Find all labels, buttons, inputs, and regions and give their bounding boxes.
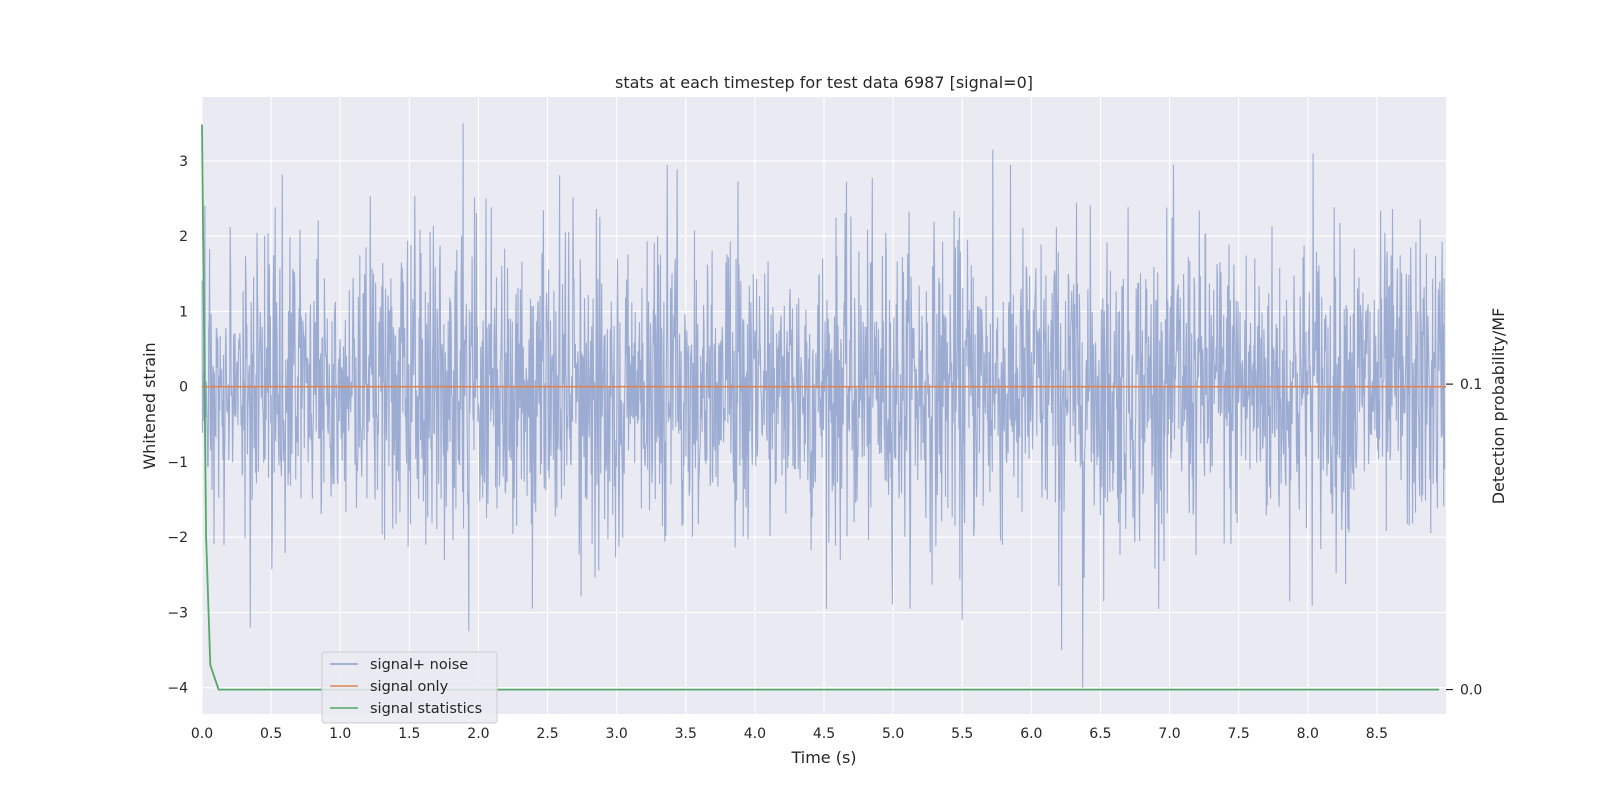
- y-tick-label: 2: [179, 229, 188, 245]
- chart-title: stats at each timestep for test data 698…: [615, 73, 1033, 92]
- right-y-tick-label: 0.0: [1460, 683, 1482, 699]
- legend-box: [321, 651, 498, 724]
- x-tick-label: 8.5: [1366, 726, 1388, 742]
- x-tick-label: 5.0: [882, 726, 904, 742]
- x-tick-label: 6.5: [1089, 726, 1111, 742]
- y-tick-label: 0: [179, 380, 188, 396]
- y-tick-label: −4: [167, 681, 188, 697]
- x-tick-label: 2.0: [467, 726, 489, 742]
- x-tick-label: 7.0: [1158, 726, 1180, 742]
- signal-statistics-line: [201, 124, 1440, 691]
- legend-entry-signal-statistics: signal statistics: [370, 701, 482, 717]
- legend: signal+ noise signal only signal statist…: [321, 651, 498, 724]
- x-tick-label: 4.0: [744, 726, 766, 742]
- x-tick-label: 0.5: [260, 726, 282, 742]
- x-axis-label: Time (s): [790, 748, 856, 767]
- y-axis-label: Whitened strain: [140, 342, 159, 469]
- y-tick-label: 3: [179, 154, 188, 170]
- x-tick-label: 4.5: [813, 726, 835, 742]
- signal-noise-series: [201, 123, 1446, 688]
- x-tick-label: 1.5: [398, 726, 420, 742]
- right-y-axis-label: Detection probability/MF: [1489, 308, 1508, 505]
- x-tick-label: 7.5: [1228, 726, 1250, 742]
- x-tick-label: 8.0: [1297, 726, 1319, 742]
- x-tick-label: 2.5: [536, 726, 558, 742]
- signal-statistics-series: [201, 124, 1440, 691]
- x-tick-label: 6.0: [1020, 726, 1042, 742]
- x-tick-label: 0.0: [191, 726, 213, 742]
- y-tick-label: −1: [167, 455, 188, 471]
- y-tick-label: −2: [167, 530, 188, 546]
- right-y-axis-ticks: 0.1 0.0: [1446, 377, 1482, 699]
- x-tick-label: 3.0: [606, 726, 628, 742]
- x-tick-label: 3.5: [675, 726, 697, 742]
- signal-noise-line: [201, 123, 1446, 688]
- x-tick-label: 5.5: [951, 726, 973, 742]
- right-y-tick-label: 0.1: [1460, 377, 1482, 393]
- y-tick-label: −3: [167, 605, 188, 621]
- y-axis-ticks: 3 2 1 0 −1 −2 −3 −4: [167, 154, 188, 697]
- x-axis-ticks: 0.0 0.5 1.0 1.5 2.0 2.5 3.0 3.5 4.0 4.5 5.0 5.5 6.0 6…: [191, 726, 1388, 742]
- legend-entry-signal-noise: signal+ noise: [370, 657, 468, 673]
- legend-entry-signal-only: signal only: [370, 679, 449, 695]
- x-tick-label: 1.0: [329, 726, 351, 742]
- y-tick-label: 1: [179, 304, 188, 320]
